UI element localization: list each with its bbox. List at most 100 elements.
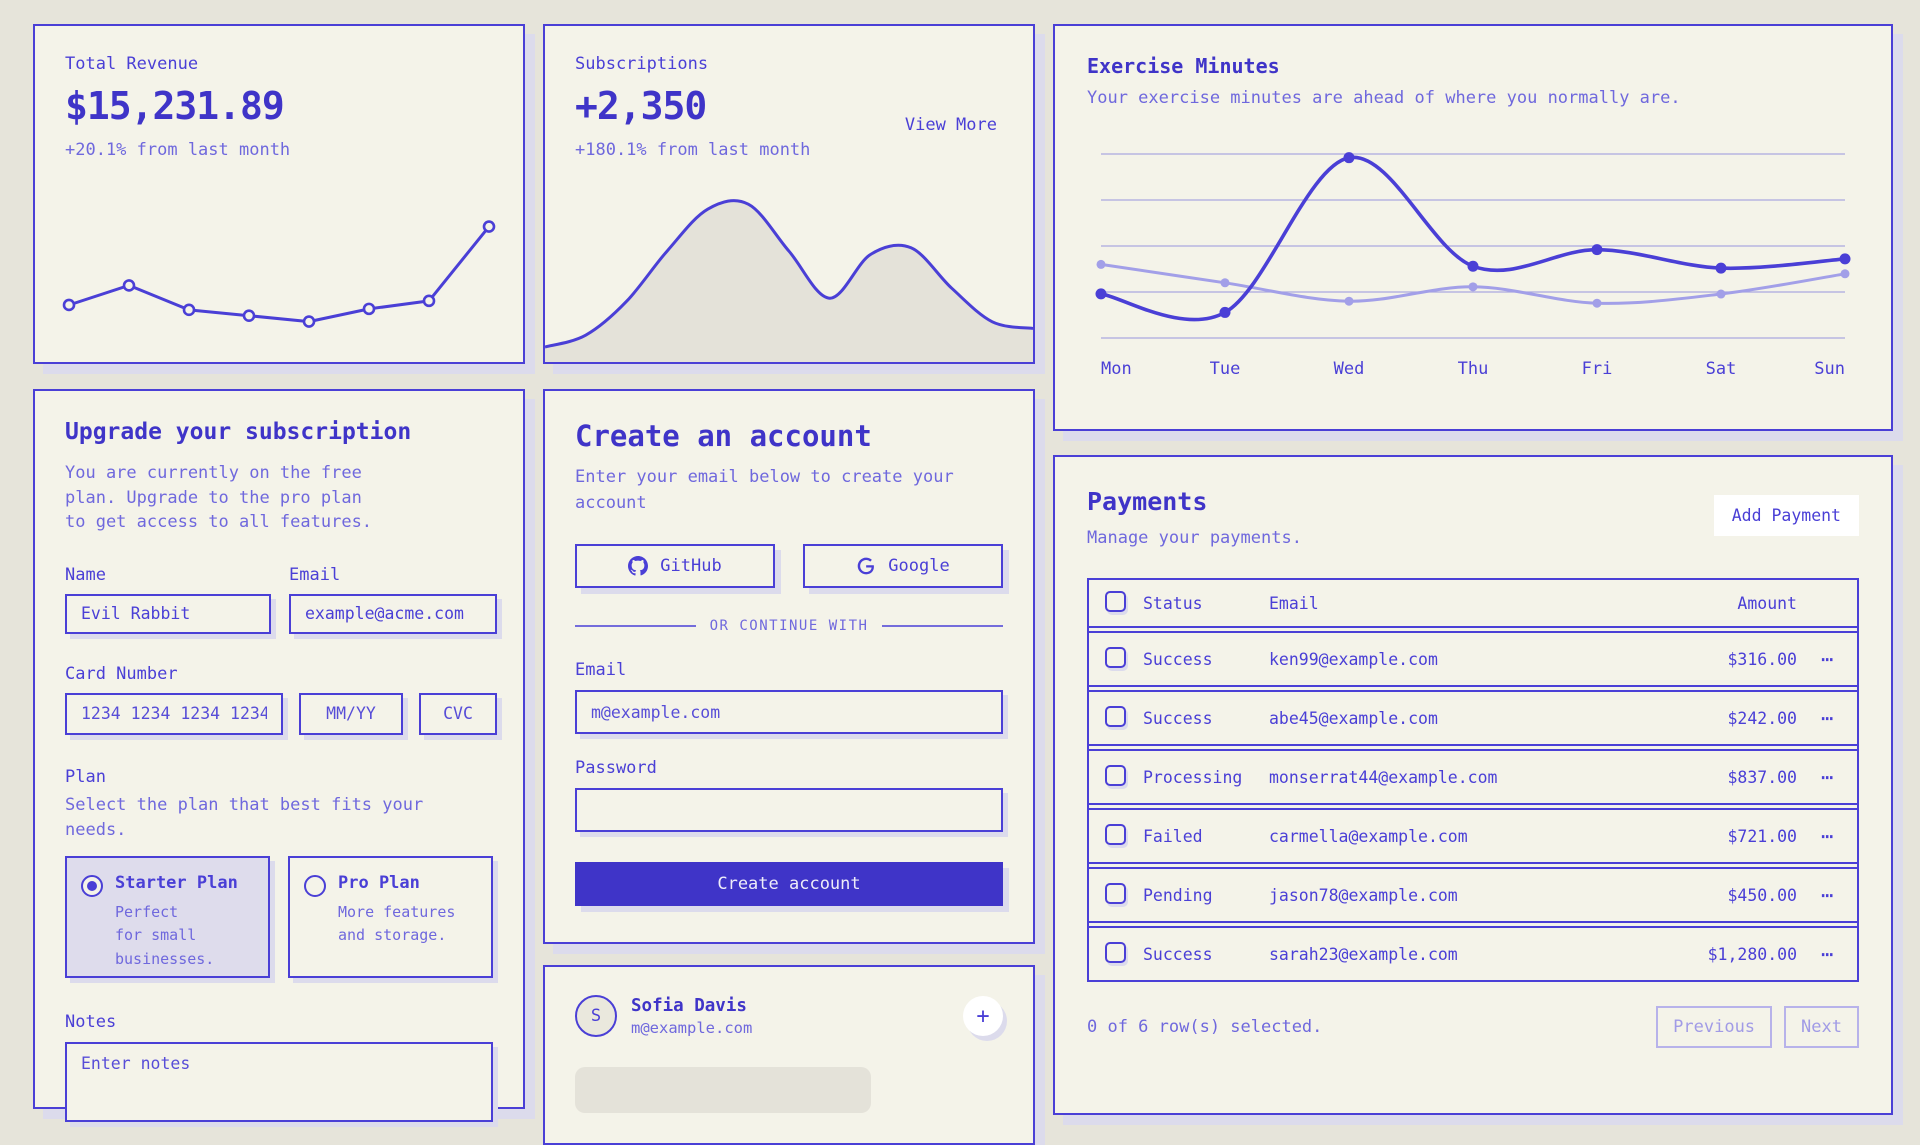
pro-plan-option[interactable]: Pro Plan More features and storage. — [288, 856, 493, 979]
row-actions-ellipsis-icon[interactable]: ⋯ — [1815, 707, 1839, 729]
payment-amount: $242.00 — [1727, 708, 1797, 728]
revenue-change: +20.1% from last month — [65, 140, 291, 160]
name-field[interactable] — [65, 593, 271, 634]
card-cvc-field[interactable] — [419, 692, 497, 735]
payments-table: Status Email Amount Success ken99@exampl… — [1087, 578, 1859, 982]
card-number-field[interactable] — [65, 692, 283, 735]
subscriptions-value: +2,350 — [575, 84, 707, 128]
exercise-card-subtitle: Your exercise minutes are ahead of where… — [1087, 88, 1681, 108]
upgrade-subscription-card: Upgrade your subscription You are curren… — [33, 389, 525, 1123]
column-header-amount: Amount — [1737, 593, 1797, 613]
svg-text:Mon: Mon — [1101, 359, 1132, 379]
previous-page-button[interactable]: Previous — [1656, 1006, 1773, 1048]
payment-email: sarah23@example.com — [1269, 944, 1458, 964]
plan-name: Pro Plan — [338, 873, 420, 894]
row-checkbox[interactable] — [1105, 705, 1126, 727]
svg-text:Thu: Thu — [1458, 359, 1489, 379]
payment-status: Success — [1143, 649, 1213, 669]
exercise-card-title: Exercise Minutes — [1087, 54, 1280, 78]
row-actions-ellipsis-icon[interactable]: ⋯ — [1815, 943, 1839, 965]
row-checkbox[interactable] — [1105, 941, 1126, 963]
create-account-title: Create an account — [575, 419, 872, 453]
payment-status: Pending — [1143, 885, 1213, 905]
row-actions-ellipsis-icon[interactable]: ⋯ — [1815, 884, 1839, 906]
plan-label: Plan — [65, 766, 106, 787]
add-user-button[interactable]: + — [963, 996, 1003, 1036]
payment-row: Success ken99@example.com $316.00 ⋯ — [1089, 631, 1857, 687]
payments-subtitle: Manage your payments. — [1087, 528, 1302, 548]
github-button-label: GitHub — [660, 556, 722, 576]
email-label: Email — [289, 564, 341, 585]
payment-row: Pending jason78@example.com $450.00 ⋯ — [1089, 867, 1857, 923]
subscriptions-card: Subscriptions +2,350 +180.1% from last m… — [543, 24, 1035, 364]
chat-user-name: Sofia Davis — [631, 995, 747, 1016]
payment-amount: $721.00 — [1727, 826, 1797, 846]
row-actions-ellipsis-icon[interactable]: ⋯ — [1815, 825, 1839, 847]
row-checkbox[interactable] — [1105, 823, 1126, 845]
payment-email: ken99@example.com — [1269, 649, 1438, 669]
google-button[interactable]: Google — [803, 544, 1003, 588]
next-page-button[interactable]: Next — [1784, 1006, 1859, 1048]
row-checkbox[interactable] — [1105, 764, 1126, 786]
email-field[interactable] — [289, 593, 497, 634]
exercise-line-chart: Mon Tue Wed Thu Fri Sat Sun — [1095, 152, 1851, 379]
revenue-value: $15,231.89 — [65, 84, 285, 128]
row-actions-ellipsis-icon[interactable]: ⋯ — [1815, 766, 1839, 788]
account-password-label: Password — [575, 758, 657, 778]
subscriptions-change: +180.1% from last month — [575, 140, 811, 160]
payment-status: Processing — [1143, 767, 1243, 787]
chat-message-bubble — [575, 1067, 871, 1113]
github-icon — [628, 556, 649, 576]
payment-amount: $450.00 — [1727, 885, 1797, 905]
payments-card: Payments Manage your payments. Add Payme… — [1053, 455, 1893, 1115]
payment-email: jason78@example.com — [1269, 885, 1458, 905]
google-button-label: Google — [888, 556, 950, 576]
pro-plan-radio[interactable] — [304, 875, 326, 898]
chat-user-email: m@example.com — [631, 1018, 753, 1037]
card-expiry-field[interactable] — [299, 692, 403, 735]
google-icon — [856, 556, 876, 576]
svg-text:Tue: Tue — [1210, 359, 1241, 379]
upgrade-title: Upgrade your subscription — [65, 419, 412, 445]
create-account-subtitle: Enter your email below to create your ac… — [575, 467, 954, 513]
revenue-card-title: Total Revenue — [65, 54, 199, 74]
payment-row: Success sarah23@example.com $1,280.00 ⋯ — [1089, 926, 1857, 982]
upgrade-description: You are currently on the free plan. Upgr… — [65, 463, 373, 533]
payment-amount: $316.00 — [1727, 649, 1797, 669]
payment-amount: $837.00 — [1727, 767, 1797, 787]
starter-plan-option[interactable]: Starter Plan Perfect for small businesse… — [65, 856, 270, 979]
column-header-status: Status — [1143, 593, 1203, 613]
create-account-button[interactable]: Create account — [575, 862, 1003, 906]
svg-text:Fri: Fri — [1582, 359, 1613, 379]
notes-field[interactable] — [65, 1042, 493, 1123]
row-checkbox[interactable] — [1105, 646, 1126, 668]
account-email-label: Email — [575, 660, 627, 680]
account-email-field[interactable] — [575, 690, 1003, 734]
account-password-field[interactable] — [575, 788, 1003, 832]
row-checkbox[interactable] — [1105, 882, 1126, 904]
notes-label: Notes — [65, 1012, 117, 1033]
plan-copy: Perfect for small businesses. — [115, 903, 215, 968]
svg-text:Sun: Sun — [1814, 359, 1845, 379]
payment-row: Failed carmella@example.com $721.00 ⋯ — [1089, 808, 1857, 864]
starter-plan-radio[interactable] — [81, 875, 103, 898]
svg-text:Sat: Sat — [1706, 359, 1737, 379]
create-account-card: Create an account Enter your email below… — [543, 389, 1035, 944]
plus-icon: + — [976, 1003, 990, 1029]
avatar: S — [575, 995, 617, 1037]
payment-amount: $1,280.00 — [1707, 944, 1797, 964]
rows-selected-status: 0 of 6 row(s) selected. — [1087, 1017, 1323, 1037]
card-number-label: Card Number — [65, 663, 178, 684]
view-more-button[interactable]: View More — [899, 114, 1003, 136]
payment-email: carmella@example.com — [1269, 826, 1468, 846]
add-payment-button[interactable]: Add Payment — [1713, 495, 1859, 536]
column-header-email: Email — [1269, 593, 1319, 613]
payments-title: Payments — [1087, 487, 1208, 516]
payment-email: monserrat44@example.com — [1269, 767, 1498, 787]
row-actions-ellipsis-icon[interactable]: ⋯ — [1815, 648, 1839, 670]
github-button[interactable]: GitHub — [575, 544, 775, 588]
subscriptions-area-chart — [545, 199, 1033, 362]
plan-name: Starter Plan — [115, 873, 238, 894]
select-all-checkbox[interactable] — [1105, 590, 1126, 612]
payment-status: Success — [1143, 944, 1213, 964]
